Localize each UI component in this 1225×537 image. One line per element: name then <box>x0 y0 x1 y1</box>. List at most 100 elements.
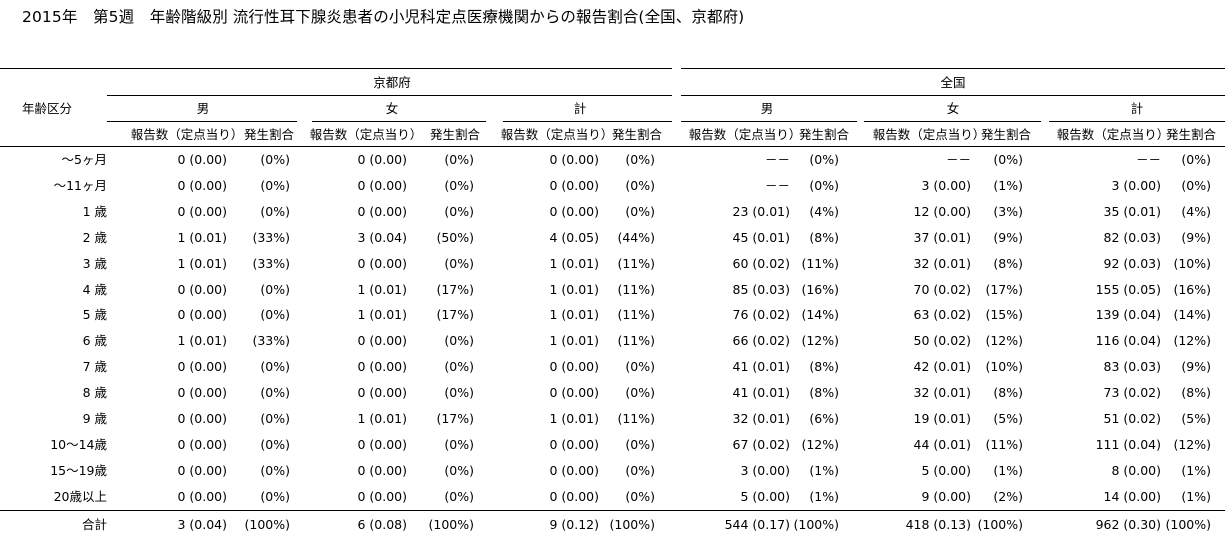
sex-header: 女 <box>946 101 960 116</box>
occurrence-ratio: (0%) <box>260 307 290 322</box>
occurrence-ratio: (10%) <box>985 359 1023 374</box>
report-count: 0 (0.00) <box>177 282 227 297</box>
report-count: 92 (0.03) <box>1103 256 1161 271</box>
sub-header-ratio: 発生割合 <box>429 127 481 142</box>
report-count: 19 (0.01) <box>913 411 971 426</box>
occurrence-ratio: (11%) <box>617 333 655 348</box>
region-header-kyoto: 京都府 <box>373 75 411 90</box>
report-count: 67 (0.02) <box>732 437 790 452</box>
occurrence-ratio: (0%) <box>444 178 474 193</box>
sex-header: 計 <box>573 101 587 116</box>
age-label: 10～14歳 <box>50 437 107 452</box>
report-count: 1 (0.01) <box>177 256 227 271</box>
occurrence-ratio: (1%) <box>993 178 1023 193</box>
age-label: 7 歳 <box>82 359 107 374</box>
report-count: 0 (0.00) <box>357 204 407 219</box>
report-count: 32 (0.01) <box>732 411 790 426</box>
sex-header: 計 <box>1130 101 1144 116</box>
age-label: 20歳以上 <box>53 489 107 504</box>
report-count: －－ <box>764 152 790 167</box>
occurrence-ratio: (33%) <box>252 230 290 245</box>
age-label: 5 歳 <box>82 307 107 322</box>
report-count: 0 (0.00) <box>177 437 227 452</box>
occurrence-ratio: (11%) <box>617 307 655 322</box>
report-count: 0 (0.00) <box>177 178 227 193</box>
report-count: 0 (0.00) <box>549 489 599 504</box>
report-count: 12 (0.00) <box>913 204 971 219</box>
occurrence-ratio: (10%) <box>1173 256 1211 271</box>
occurrence-ratio: (0%) <box>444 152 474 167</box>
report-count: 1 (0.01) <box>549 307 599 322</box>
occurrence-ratio: (0%) <box>444 489 474 504</box>
occurrence-ratio: (8%) <box>993 385 1023 400</box>
occurrence-ratio: (6%) <box>809 411 839 426</box>
report-count: 1 (0.01) <box>177 230 227 245</box>
occurrence-ratio: (17%) <box>436 307 474 322</box>
occurrence-ratio: (1%) <box>809 463 839 478</box>
report-count: 1 (0.01) <box>177 333 227 348</box>
occurrence-ratio: (1%) <box>809 489 839 504</box>
occurrence-ratio: (0%) <box>625 178 655 193</box>
occurrence-ratio: (0%) <box>444 359 474 374</box>
report-count: 51 (0.02) <box>1103 411 1161 426</box>
occurrence-ratio: (8%) <box>809 230 839 245</box>
occurrence-ratio: (0%) <box>1181 152 1211 167</box>
occurrence-ratio: (14%) <box>801 307 839 322</box>
sex-header: 男 <box>196 101 210 116</box>
sub-header-ratio: 発生割合 <box>243 127 295 142</box>
report-count: 0 (0.00) <box>549 152 599 167</box>
table-top-rule-national <box>681 68 1225 69</box>
sex-rule <box>681 121 857 122</box>
age-label: 6 歳 <box>82 333 107 348</box>
occurrence-ratio: (9%) <box>1181 230 1211 245</box>
report-count: 76 (0.02) <box>732 307 790 322</box>
total-label: 合計 <box>81 517 107 532</box>
occurrence-ratio: (0%) <box>809 178 839 193</box>
occurrence-ratio: (1%) <box>993 463 1023 478</box>
report-count: 0 (0.00) <box>177 489 227 504</box>
sub-header-count: 報告数（定点当り） <box>1056 127 1170 142</box>
report-count: 111 (0.04) <box>1095 437 1161 452</box>
occurrence-ratio: (5%) <box>1181 411 1211 426</box>
sex-rule <box>312 121 486 122</box>
report-count: 0 (0.00) <box>177 385 227 400</box>
report-count: 0 (0.00) <box>357 256 407 271</box>
occurrence-ratio: (0%) <box>260 152 290 167</box>
occurrence-ratio: (8%) <box>809 359 839 374</box>
occurrence-ratio: (12%) <box>1173 333 1211 348</box>
report-count: 37 (0.01) <box>913 230 971 245</box>
sex-header: 男 <box>760 101 774 116</box>
age-label: 9 歳 <box>82 411 107 426</box>
report-count: －－ <box>1135 152 1161 167</box>
report-count: 5 (0.00) <box>921 463 971 478</box>
occurrence-ratio: (33%) <box>252 333 290 348</box>
report-count: 9 (0.00) <box>921 489 971 504</box>
report-count: 3 (0.00) <box>740 463 790 478</box>
occurrence-ratio: (0%) <box>260 178 290 193</box>
occurrence-ratio: (0%) <box>260 204 290 219</box>
occurrence-ratio: (44%) <box>617 230 655 245</box>
report-count: 0 (0.00) <box>357 152 407 167</box>
occurrence-ratio: (12%) <box>985 333 1023 348</box>
region-rule-national <box>681 95 1225 96</box>
report-count: 0 (0.00) <box>357 178 407 193</box>
sub-header-ratio: 発生割合 <box>611 127 663 142</box>
report-count: 45 (0.01) <box>732 230 790 245</box>
sex-rule <box>503 121 672 122</box>
report-count: 0 (0.00) <box>177 359 227 374</box>
occurrence-ratio: (17%) <box>436 411 474 426</box>
occurrence-ratio: (0%) <box>1181 178 1211 193</box>
report-count: 0 (0.00) <box>549 463 599 478</box>
report-count: 1 (0.01) <box>549 256 599 271</box>
occurrence-ratio: (1%) <box>1181 463 1211 478</box>
age-label: 2 歳 <box>82 230 107 245</box>
report-count: 1 (0.01) <box>357 411 407 426</box>
occurrence-ratio: (0%) <box>444 385 474 400</box>
age-label: 4 歳 <box>82 282 107 297</box>
report-count: 155 (0.05) <box>1095 282 1161 297</box>
occurrence-ratio: (8%) <box>993 256 1023 271</box>
occurrence-ratio: (16%) <box>801 282 839 297</box>
occurrence-ratio: (3%) <box>993 204 1023 219</box>
age-label: 1 歳 <box>82 204 107 219</box>
report-count: 0 (0.00) <box>357 463 407 478</box>
